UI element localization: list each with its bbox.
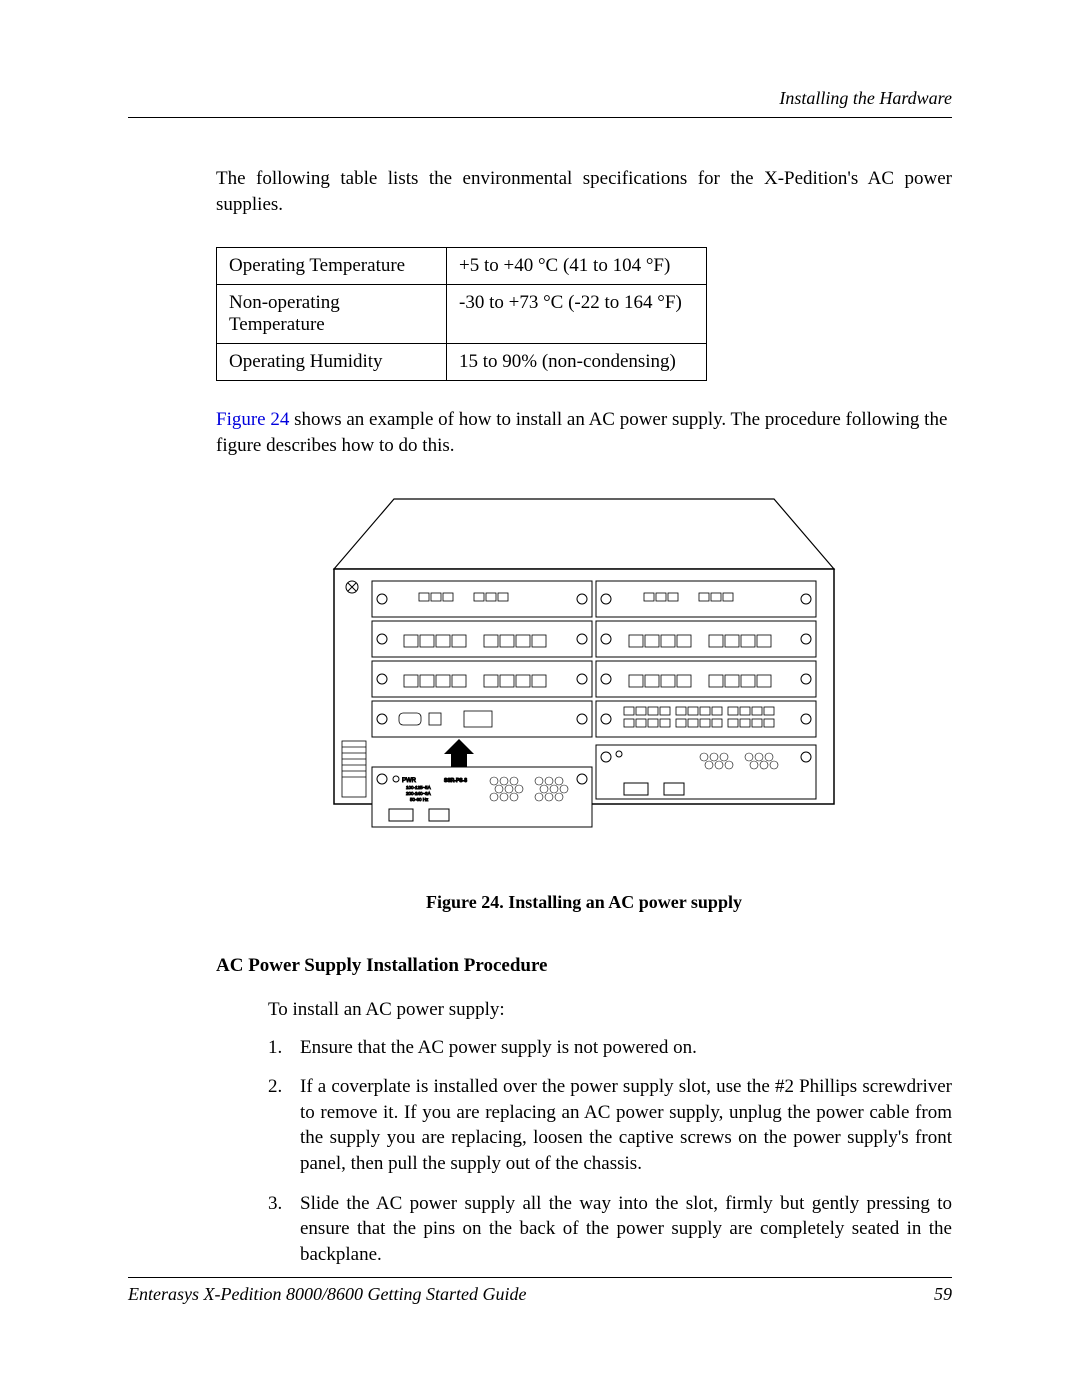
figure-reference-text: shows an example of how to install an AC… [216, 409, 947, 456]
step-item: Slide the AC power supply all the way in… [268, 1191, 952, 1268]
header-rule [128, 117, 952, 118]
svg-text:100-125~5A: 100-125~5A [406, 785, 431, 790]
table-row: Operating Humidity 15 to 90% (non-conden… [217, 344, 707, 381]
svg-text:200-240~3A: 200-240~3A [406, 791, 431, 796]
figure-cross-reference-link[interactable]: Figure 24 [216, 409, 289, 430]
spec-value: 15 to 90% (non-condensing) [447, 344, 707, 381]
spec-value: +5 to +40 °C (41 to 104 °F) [447, 248, 707, 285]
page-footer: Enterasys X-Pedition 8000/8600 Getting S… [128, 1277, 952, 1305]
spec-value: -30 to +73 °C (-22 to 164 °F) [447, 285, 707, 344]
table-row: Operating Temperature +5 to +40 °C (41 t… [217, 248, 707, 285]
footer-doc-title: Enterasys X-Pedition 8000/8600 Getting S… [128, 1284, 526, 1305]
step-item: Ensure that the AC power supply is not p… [268, 1035, 952, 1061]
spec-label: Non-operating Temperature [217, 285, 447, 344]
step-item: If a coverplate is installed over the po… [268, 1074, 952, 1177]
environmental-spec-table: Operating Temperature +5 to +40 °C (41 t… [216, 247, 707, 381]
svg-text:PWR: PWR [402, 778, 417, 784]
figure-reference-paragraph: Figure 24 shows an example of how to ins… [128, 407, 952, 458]
running-header: Installing the Hardware [128, 88, 952, 109]
intro-paragraph: The following table lists the environmen… [128, 166, 952, 217]
procedure-heading: AC Power Supply Installation Procedure [128, 955, 952, 977]
svg-text:50-60 Hz: 50-60 Hz [410, 797, 429, 802]
procedure-intro: To install an AC power supply: [128, 999, 952, 1021]
procedure-steps: Ensure that the AC power supply is not p… [128, 1035, 952, 1268]
spec-label: Operating Temperature [217, 248, 447, 285]
figure-container: PWR SSR-PS-8 100-125~5A 200-240~3A 50-60… [128, 489, 952, 874]
figure-caption: Figure 24. Installing an AC power supply [128, 892, 952, 913]
power-supply-diagram: PWR SSR-PS-8 100-125~5A 200-240~3A 50-60… [324, 489, 844, 869]
footer-page-number: 59 [934, 1284, 952, 1305]
table-row: Non-operating Temperature -30 to +73 °C … [217, 285, 707, 344]
spec-label: Operating Humidity [217, 344, 447, 381]
svg-text:SSR-PS-8: SSR-PS-8 [444, 778, 467, 784]
